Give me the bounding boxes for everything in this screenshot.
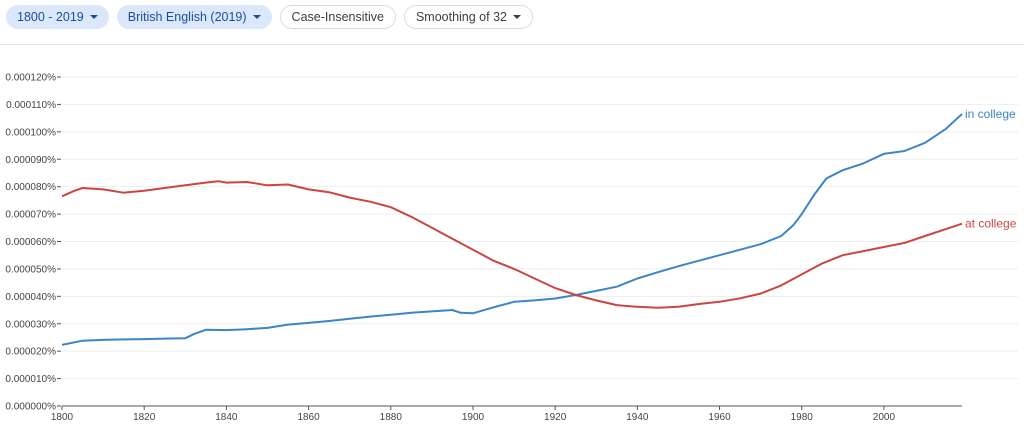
series-label-at-college[interactable]: at college [965, 217, 1017, 231]
case-insensitive-toggle[interactable]: Case-Insensitive [279, 5, 396, 29]
y-tick-label: 0.000040% [5, 292, 56, 303]
x-tick-label: 1900 [462, 412, 485, 423]
year-range-dropdown[interactable]: 1800 - 2019 [6, 5, 109, 29]
x-tick-label: 1840 [215, 412, 238, 423]
y-tick-label: 0.000100% [5, 127, 56, 138]
y-tick-label: 0.000010% [5, 374, 56, 385]
chevron-down-icon [513, 15, 521, 19]
case-label: Case-Insensitive [291, 10, 384, 24]
smoothing-dropdown[interactable]: Smoothing of 32 [403, 5, 533, 29]
x-tick-label: 1920 [544, 412, 567, 423]
series-line-in-college[interactable] [61, 113, 963, 346]
toolbar-divider [0, 44, 1024, 45]
corpus-dropdown[interactable]: British English (2019) [116, 5, 272, 29]
y-tick-label: 0.000080% [5, 182, 56, 193]
y-tick-label: 0.000120% [5, 73, 56, 84]
y-tick-label: 0.000110% [6, 100, 56, 111]
smoothing-label: Smoothing of 32 [415, 10, 507, 24]
y-axis: 0.000000% 0.000010% 0.000020% 0.000030% 0.00… [5, 73, 61, 413]
x-axis: 1800 1820 1840 1860 1880 1900 1920 1940 1960 1980… [51, 405, 962, 423]
y-tick-label: 0.000070% [5, 210, 56, 221]
chevron-down-icon [252, 15, 261, 19]
y-tick-label: 0.000000% [5, 402, 56, 413]
y-tick-label: 0.000050% [5, 264, 56, 275]
y-tick-label: 0.000020% [5, 347, 56, 358]
toolbar: 1800 - 2019 British English (2019) Case-… [6, 5, 533, 31]
chevron-down-icon [89, 15, 98, 19]
series-labels: in college at college [965, 107, 1017, 231]
x-tick-label: 1880 [380, 412, 403, 423]
series-label-in-college[interactable]: in college [965, 107, 1016, 121]
y-tick-label: 0.000090% [5, 155, 56, 166]
series-line-at-college[interactable] [61, 180, 963, 309]
grid-lines [62, 76, 1018, 380]
y-tick-label: 0.000030% [5, 319, 56, 330]
x-tick-label: 1820 [133, 412, 156, 423]
y-tick-label: 0.000060% [5, 237, 56, 248]
series-lines [61, 113, 963, 346]
x-tick-label: 1980 [791, 412, 814, 423]
corpus-label: British English (2019) [127, 10, 247, 24]
x-tick-label: 1940 [626, 412, 649, 423]
x-tick-label: 1800 [51, 412, 74, 423]
year-range-label: 1800 - 2019 [17, 10, 84, 24]
x-tick-label: 1860 [297, 412, 320, 423]
x-tick-label: 2000 [873, 412, 896, 423]
x-tick-label: 1960 [708, 412, 731, 423]
